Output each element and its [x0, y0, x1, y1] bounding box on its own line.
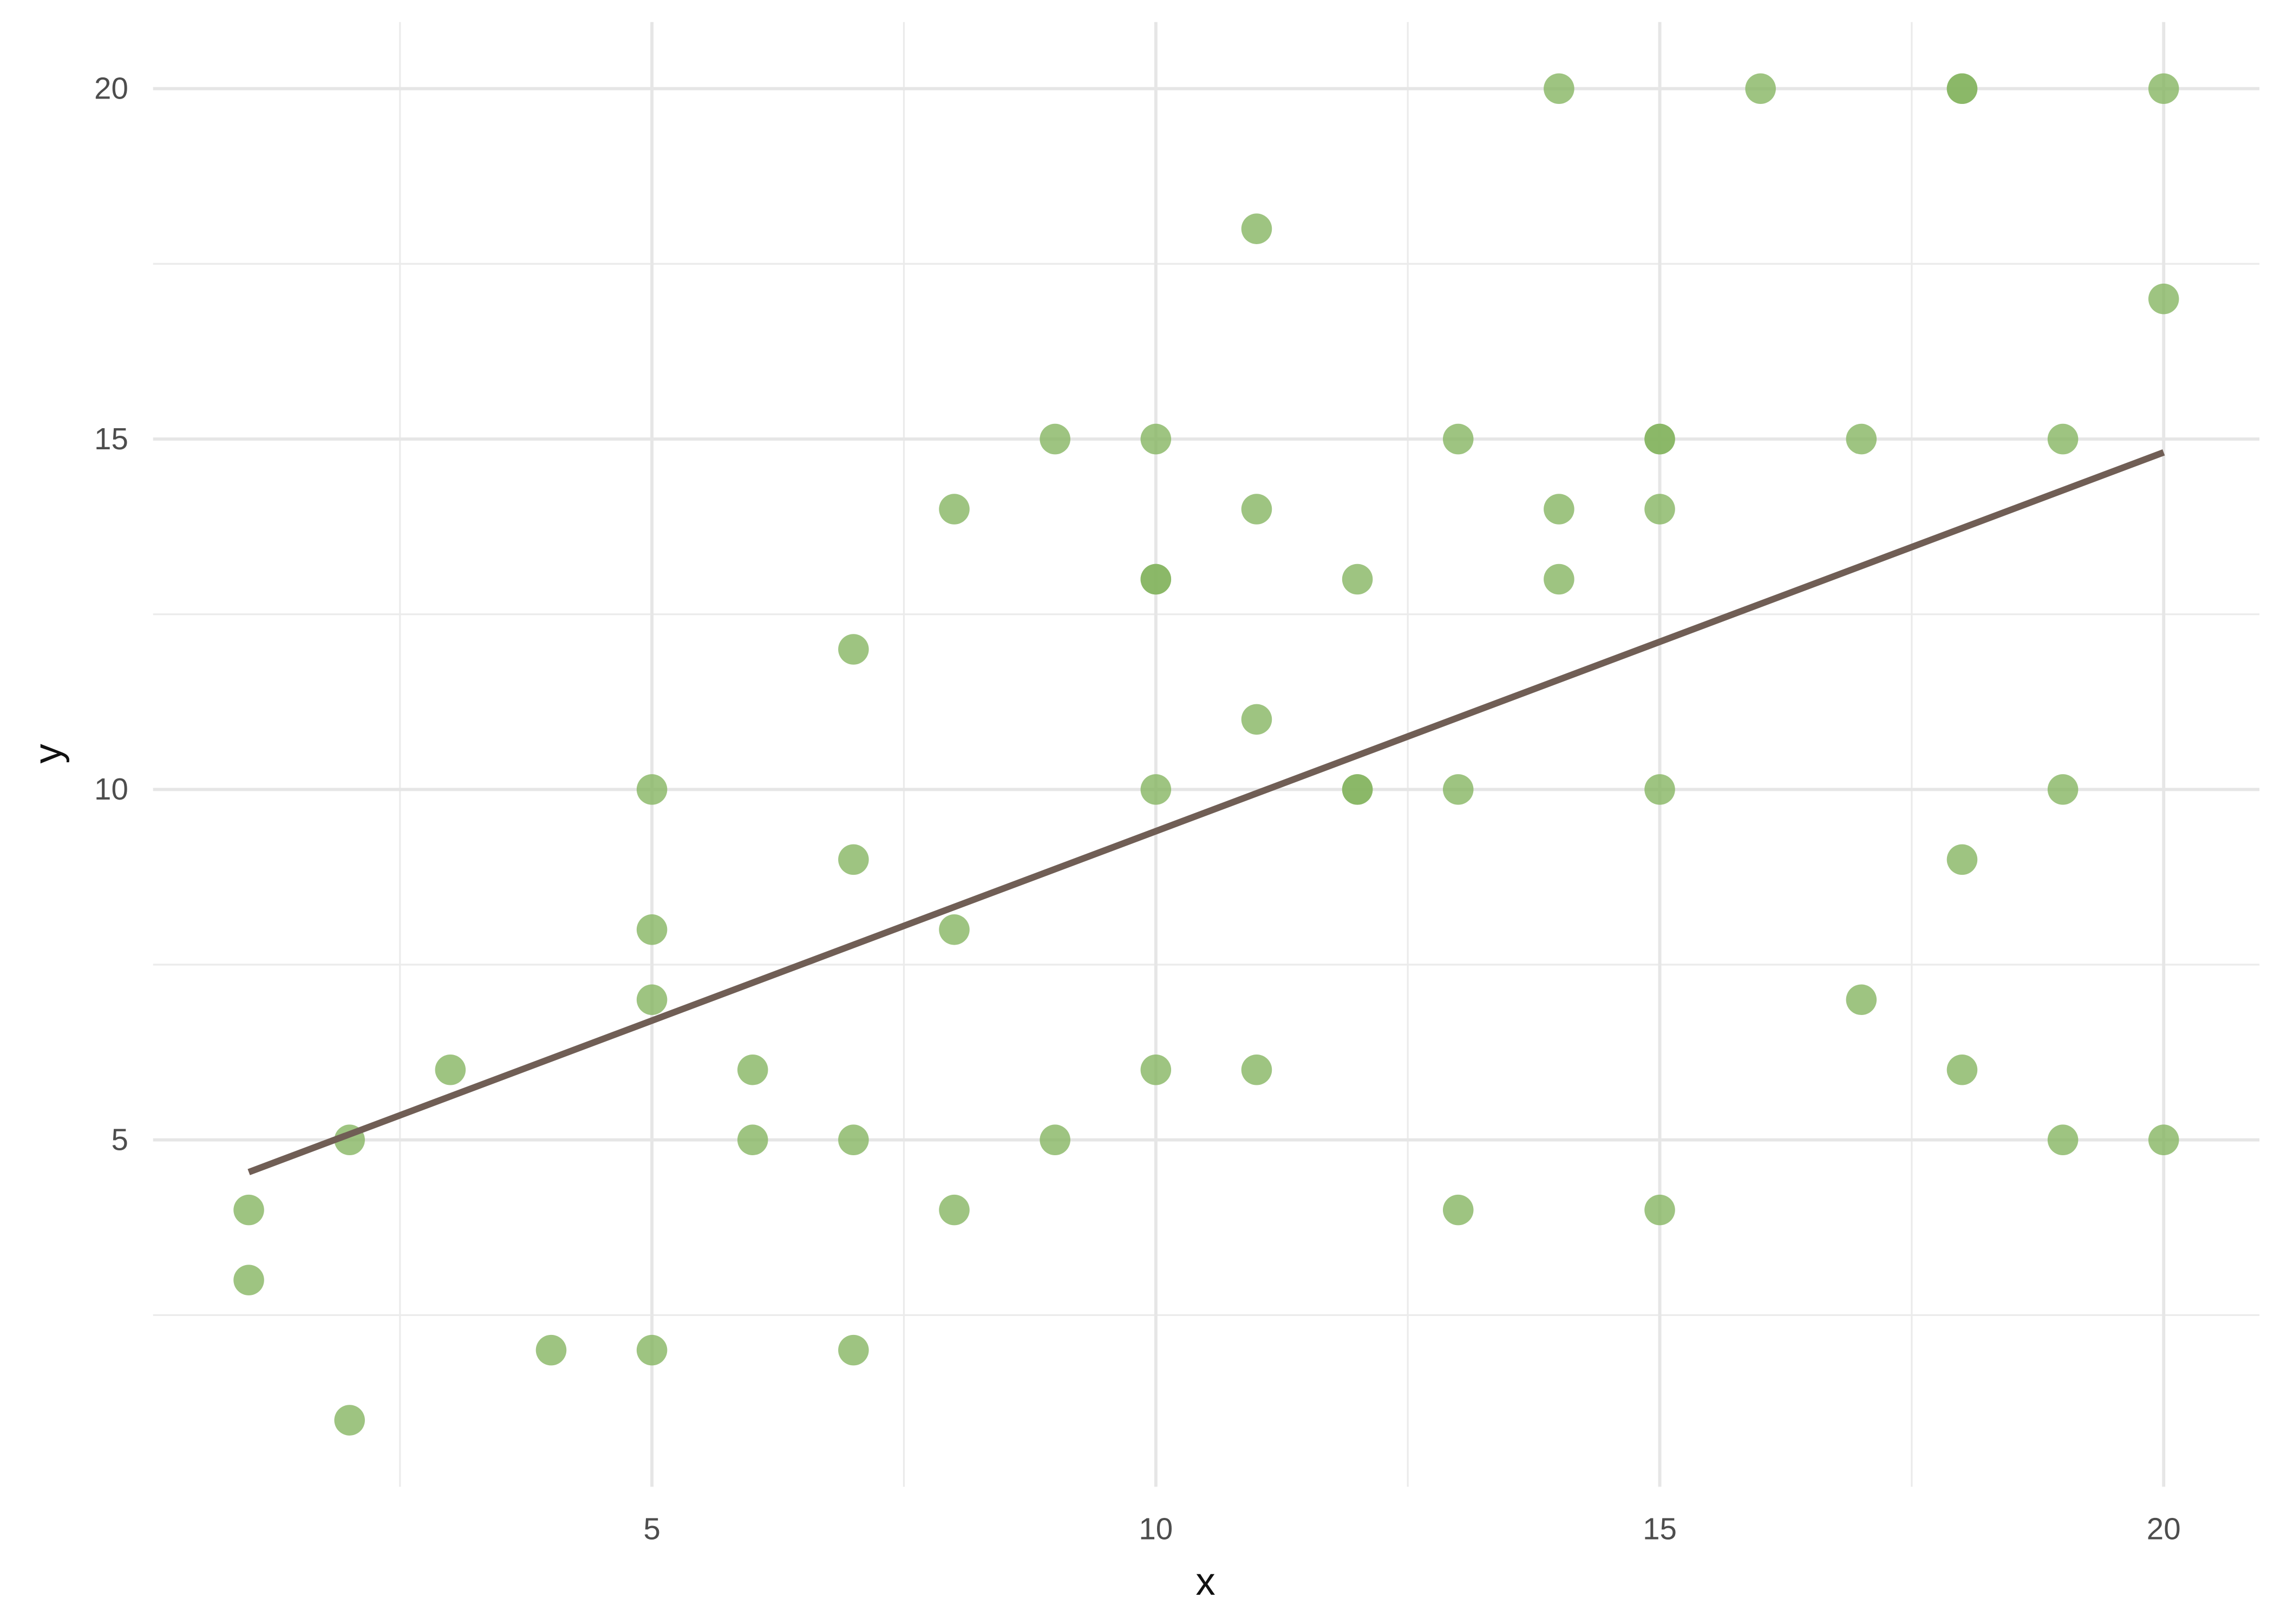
- point: [233, 1265, 264, 1295]
- point: [737, 1054, 768, 1085]
- point: [2148, 283, 2179, 315]
- point: [1442, 774, 1474, 805]
- point: [1342, 774, 1373, 805]
- point: [2047, 1124, 2079, 1155]
- point: [1644, 774, 1675, 805]
- point: [1040, 1124, 1070, 1155]
- point: [334, 1405, 365, 1436]
- point: [1241, 494, 1272, 525]
- marks: [233, 73, 2179, 1436]
- y-tick-label: 15: [94, 422, 128, 456]
- point: [435, 1054, 466, 1085]
- point: [1140, 423, 1172, 455]
- point: [1946, 73, 1978, 104]
- point: [1946, 1054, 1978, 1085]
- point: [233, 1194, 264, 1226]
- point: [2047, 423, 2079, 455]
- point: [1342, 564, 1373, 595]
- point: [2148, 73, 2179, 104]
- point: [1040, 423, 1070, 455]
- grid: [153, 22, 2260, 1487]
- point: [1644, 1194, 1675, 1226]
- point: [535, 1334, 567, 1366]
- point: [737, 1124, 768, 1155]
- point: [636, 774, 668, 805]
- point: [939, 914, 970, 945]
- y-axis-title: y: [26, 743, 70, 763]
- point: [1140, 564, 1172, 595]
- point: [1241, 213, 1272, 244]
- y-tick-label: 5: [111, 1123, 128, 1157]
- trend-line: [247, 449, 2165, 1175]
- point: [1846, 984, 1877, 1016]
- point: [1140, 774, 1172, 805]
- point: [636, 914, 668, 945]
- point: [2148, 1124, 2179, 1155]
- point: [1846, 423, 1877, 455]
- point: [1544, 564, 1574, 595]
- point: [1946, 844, 1978, 875]
- point: [1544, 494, 1574, 525]
- point: [1140, 1054, 1172, 1085]
- y-tick-label: 10: [94, 772, 128, 806]
- x-tick-label: 20: [2147, 1511, 2181, 1546]
- point: [838, 1334, 869, 1366]
- point: [838, 634, 869, 665]
- x-axis-title: x: [1195, 1560, 1215, 1603]
- point: [2047, 774, 2079, 805]
- point: [838, 844, 869, 875]
- point: [1544, 73, 1574, 104]
- y-tick-label: 20: [94, 71, 128, 106]
- x-tick-label: 5: [643, 1511, 660, 1546]
- point: [1241, 1054, 1272, 1085]
- x-tick-label: 10: [1139, 1511, 1173, 1546]
- point: [939, 1194, 970, 1226]
- point: [1644, 423, 1675, 455]
- point: [1241, 704, 1272, 735]
- point: [636, 984, 668, 1016]
- point: [1745, 73, 1776, 104]
- point: [838, 1124, 869, 1155]
- point: [1644, 494, 1675, 525]
- x-tick-label: 15: [1643, 1511, 1677, 1546]
- point: [939, 494, 970, 525]
- point: [1442, 1194, 1474, 1226]
- point: [1442, 423, 1474, 455]
- point: [636, 1334, 668, 1366]
